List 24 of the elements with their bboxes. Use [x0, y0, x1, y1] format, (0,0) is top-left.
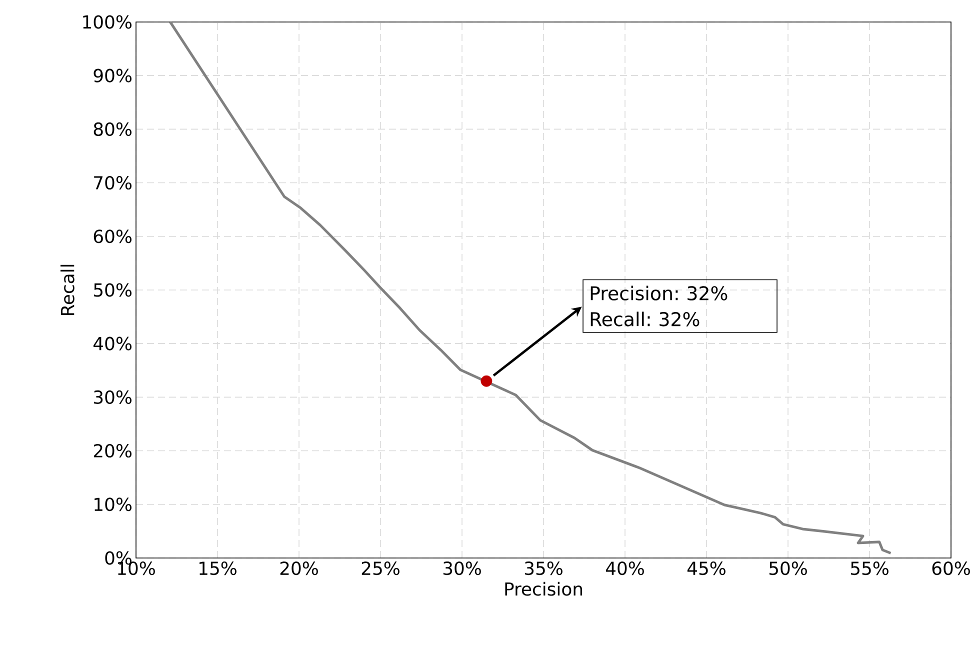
- y-tick-label: 30%: [94, 390, 132, 404]
- y-tick-label: 40%: [94, 336, 132, 350]
- x-axis-title: Precision: [505, 582, 582, 596]
- x-tick-label: 45%: [687, 562, 726, 576]
- x-tick-label: 15%: [200, 562, 236, 576]
- x-tick-label: 50%: [769, 562, 807, 576]
- y-tick-label: 70%: [94, 176, 132, 190]
- y-tick-label: 50%: [94, 283, 132, 297]
- y-tick-label: 10%: [94, 498, 132, 512]
- x-tick-label: 40%: [606, 562, 644, 576]
- x-tick-label: 30%: [443, 562, 481, 576]
- line-series: [168, 20, 892, 554]
- y-tick-label: 90%: [94, 68, 132, 82]
- y-tick-label: 60%: [94, 230, 132, 244]
- y-axis-title: Recall: [60, 264, 74, 315]
- x-tick-label: 35%: [524, 562, 562, 576]
- y-tick-label: 80%: [94, 122, 132, 136]
- y-tick-label: 20%: [94, 444, 132, 458]
- x-tick-label: 55%: [850, 562, 888, 576]
- y-tick-label: 100%: [83, 15, 132, 29]
- x-tick-label: 25%: [362, 562, 400, 576]
- x-tick-label: 20%: [280, 562, 318, 576]
- annotation: Precision: 32% Recall: 32%: [590, 286, 728, 326]
- x-tick-label: 60%: [932, 562, 970, 576]
